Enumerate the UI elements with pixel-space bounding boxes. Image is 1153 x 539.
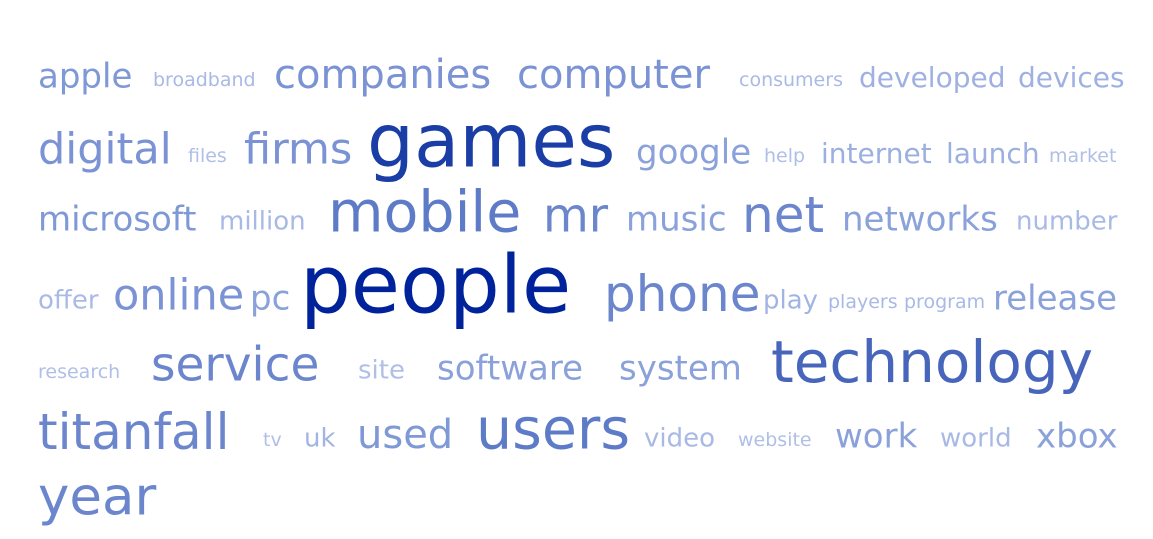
word-uk[interactable]: uk [304,423,336,454]
word-mr[interactable]: mr [543,188,609,244]
word-system[interactable]: system [619,348,742,389]
word-users[interactable]: users [476,396,631,463]
word-developed[interactable]: developed [859,61,1006,95]
word-files[interactable]: files [188,145,227,168]
word-year[interactable]: year [38,466,157,528]
word-million[interactable]: million [219,206,306,237]
word-website[interactable]: website [738,429,812,452]
word-people[interactable]: people [300,238,572,332]
word-apple[interactable]: apple [38,56,133,97]
word-games[interactable]: games [367,98,616,185]
word-titanfall[interactable]: titanfall [38,403,230,461]
word-program[interactable]: program [904,291,986,314]
word-google[interactable]: google [636,132,752,173]
word-phone[interactable]: phone [604,265,761,323]
word-computer[interactable]: computer [517,51,710,98]
word-net[interactable]: net [742,186,825,244]
word-mobile[interactable]: mobile [328,179,522,246]
word-broadband[interactable]: broadband [153,69,256,92]
word-internet[interactable]: internet [821,137,932,171]
word-service[interactable]: service [151,337,320,393]
word-site[interactable]: site [358,355,405,386]
word-launch[interactable]: launch [946,137,1040,171]
word-companies[interactable]: companies [274,51,492,98]
word-firms[interactable]: firms [244,124,353,175]
word-players[interactable]: players [828,291,898,314]
word-digital[interactable]: digital [38,124,172,175]
word-research[interactable]: research [38,361,121,384]
word-play[interactable]: play [763,285,819,316]
word-xbox[interactable]: xbox [1036,416,1118,457]
word-video[interactable]: video [644,423,716,454]
word-work[interactable]: work [835,416,918,457]
word-devices[interactable]: devices [1018,61,1125,95]
word-networks[interactable]: networks [842,199,998,240]
word-online[interactable]: online [113,270,245,321]
word-microsoft[interactable]: microsoft [38,199,197,240]
word-consumers[interactable]: consumers [739,69,843,92]
word-help[interactable]: help [764,145,806,168]
word-used[interactable]: used [357,411,454,458]
word-tv[interactable]: tv [263,429,282,452]
word-software[interactable]: software [437,348,584,389]
word-music[interactable]: music [626,199,727,240]
word-release[interactable]: release [993,278,1117,319]
word-technology[interactable]: technology [771,327,1094,396]
word-world[interactable]: world [940,423,1012,454]
word-market[interactable]: market [1049,145,1117,168]
word-offer[interactable]: offer [38,285,99,316]
word-pc[interactable]: pc [250,278,291,319]
word-number[interactable]: number [1016,206,1118,237]
